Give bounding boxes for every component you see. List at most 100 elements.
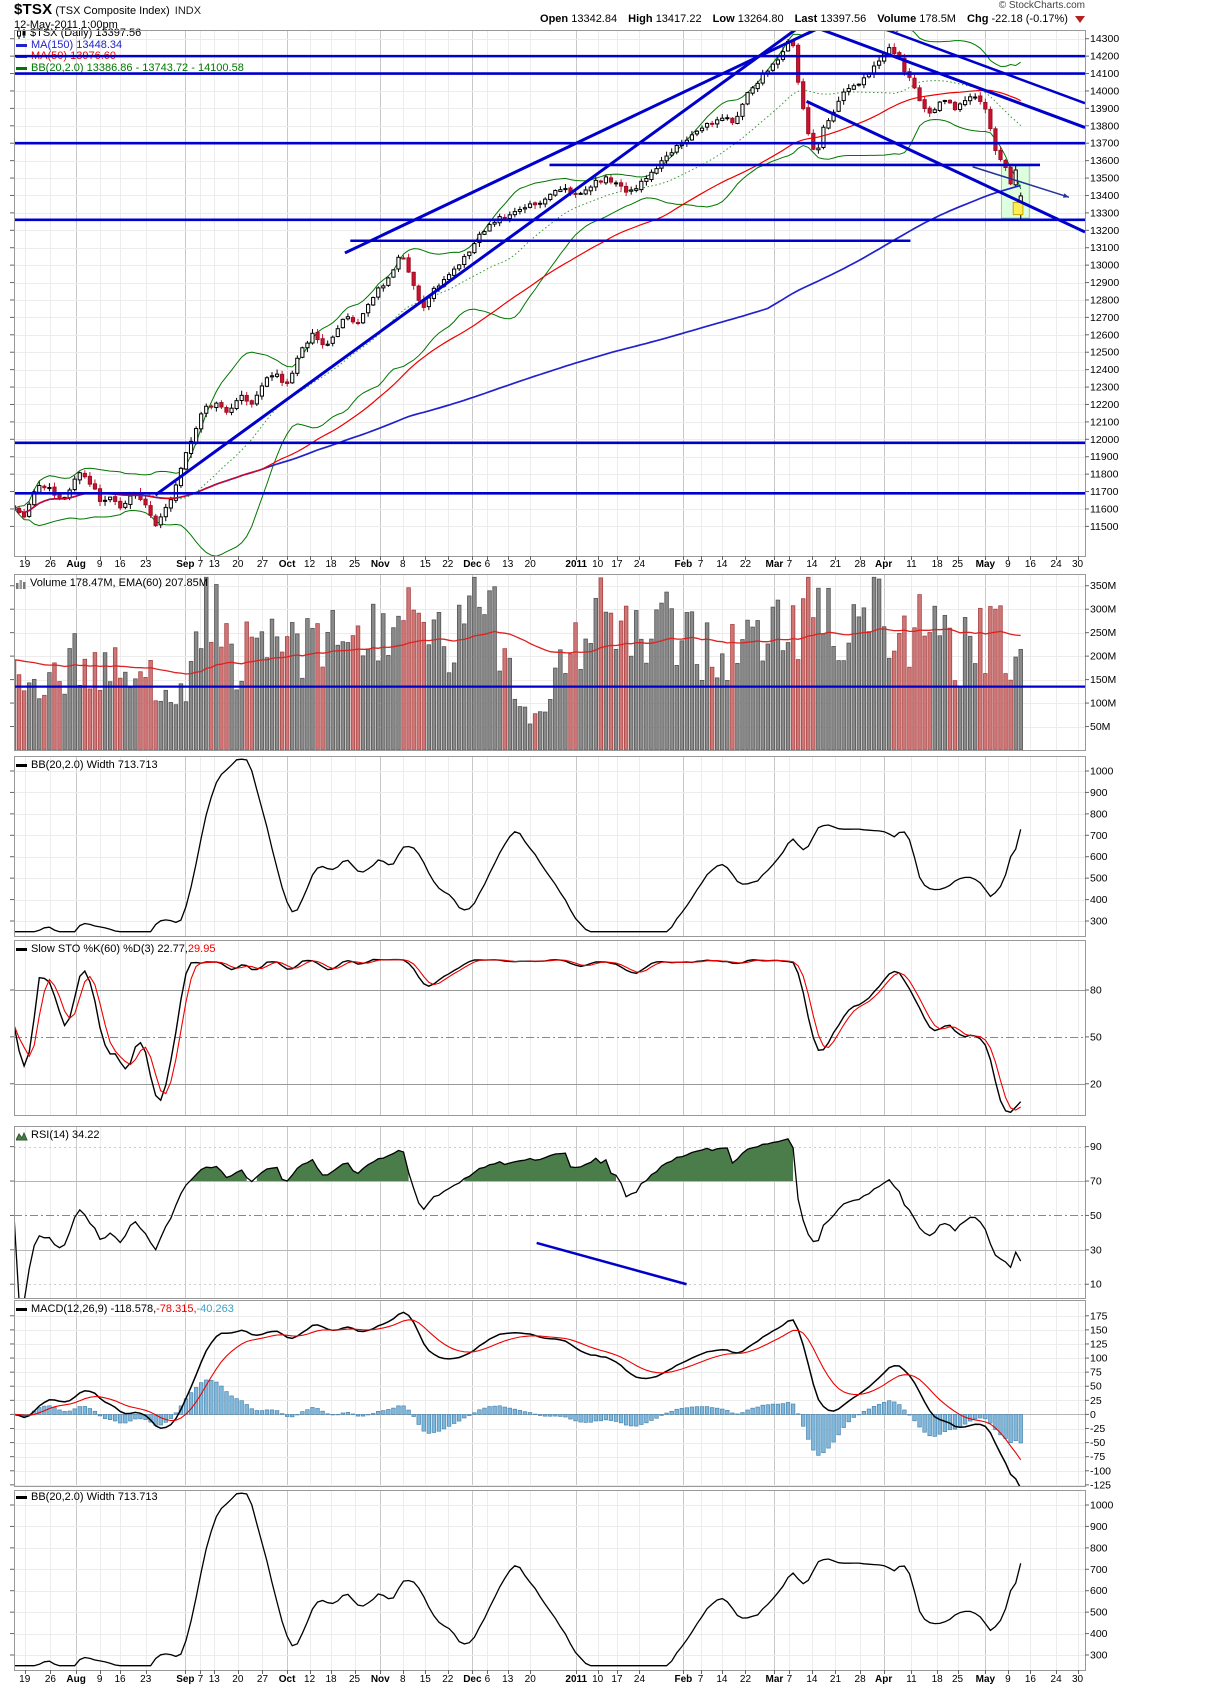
y-tick-label: 700 [1090,1564,1108,1576]
trendline [536,1241,687,1286]
x-tick-label: 22 [740,1674,752,1685]
y-tick-label: 12800 [1090,294,1119,306]
x-tick-label: 20 [232,1674,244,1685]
y-tick-label: 20 [1090,1078,1102,1090]
price-panel-border [14,30,1086,557]
y-tick-label: 11900 [1090,451,1119,463]
x-tick-label: 28 [855,559,867,570]
x-tick-label: 30 [1072,559,1084,570]
macd-histogram [14,1379,1023,1456]
legend-text: BB(20,2.0) 13386.86 - 13743.72 - 14100.5… [31,61,244,74]
price-panel-overlay [14,30,1085,497]
legend-text: BB(20,2.0) Width 713.713 [31,759,158,771]
candlesticks [14,38,1023,529]
y-tick-label: 11700 [1090,486,1119,498]
legend-text: RSI(14) 34.22 [31,1129,100,1141]
change-down-icon [1075,15,1085,23]
sto-d-line [14,959,1021,1111]
symbol-description: (TSX Composite Index) [55,5,170,17]
bbw1-y-axis-labels: 1000 900 800 700 600 500 400 300 [10,766,1114,928]
sto-panel-border [14,940,1086,1116]
legend-line: BB(20,2.0) Width 713.713 [16,1491,158,1504]
x-tick-label: 16 [1025,559,1037,570]
x-tick-label: 22 [442,559,454,570]
x-tick-label: 18 [325,559,337,570]
y-tick-label: 100 [1090,1353,1108,1365]
y-tick-label: 12700 [1090,312,1119,324]
trendline [344,30,819,255]
x-tick-label: 27 [257,1674,269,1685]
x-tick-label: 9 [1005,559,1011,570]
rsi-line [14,1138,1022,1298]
line-swatch-icon [16,948,27,952]
last-candle-highlight [1000,165,1030,219]
rsi-legend: RSI(14) 34.22 [15,1129,100,1142]
x-tick-label: 21 [830,1674,842,1685]
y-tick-label: 11600 [1090,503,1119,515]
x-tick-label: 27 [257,559,269,570]
arrowhead-icon [1062,193,1069,198]
trendline [818,30,1085,129]
legend-line: MA(50) 13976.60 [16,50,244,63]
trendline [972,166,1070,198]
price-legend: $TSX (Daily) 13397.56 MA(150) 13448.34 MA(… [16,27,244,74]
x-tick-label: 19 [19,559,31,570]
volume-ema-line [14,628,1021,675]
x-tick-label: Sep [176,1674,194,1685]
x-tick-label: 12 [304,559,316,570]
date-axis-2: 19 26 Aug 9 16 23 Sep 7 13 20 27 Oct 12 18 25 Nov 8 15 22 D… [19,1674,1083,1685]
y-tick-label: 13700 [1090,138,1119,150]
y-tick-label: 350M [1090,580,1116,592]
sto-panel [14,940,1085,1115]
last-label: Last [794,13,818,25]
x-tick-label: 13 [502,559,514,570]
x-tick-label: 25 [952,559,964,570]
x-tick-label: 26 [45,1674,57,1685]
y-tick-label: 800 [1090,808,1108,820]
x-tick-label: 8 [400,1674,406,1685]
x-tick-label: 28 [855,1674,867,1685]
y-tick-label: 0 [1090,1409,1096,1421]
x-tick-label: Nov [371,559,390,570]
x-tick-label: Feb [674,1674,692,1685]
y-tick-label: 1000 [1090,1500,1114,1512]
volume-bars [14,576,1023,750]
y-tick-label: 200M [1090,651,1116,663]
volume-label: Volume [877,13,917,25]
y-tick-label: 500 [1090,1607,1108,1619]
x-tick-label: Apr [875,559,892,570]
legend-text: BB(20,2.0) Width 713.713 [31,1491,158,1503]
y-tick-label: 100M [1090,698,1116,710]
x-tick-label: 24 [634,559,646,570]
rsi-panel [14,1126,1085,1298]
line-swatch-icon [16,66,27,70]
legend-text: MA(50) 13976.60 [31,50,116,62]
y-tick-label: 300 [1090,916,1108,928]
chg-label: Chg [967,13,989,25]
y-tick-label: 11800 [1090,469,1119,481]
rsi-overbought-fill [646,1138,794,1181]
y-tick-label: 13600 [1090,155,1119,167]
y-tick-label: -50 [1090,1437,1105,1449]
symbol-block: $TSX (TSX Composite Index) INDX 12-May-2… [14,1,201,31]
x-tick-label: 17 [611,559,623,570]
x-tick-label: Aug [66,559,85,570]
bbw1-legend: BB(20,2.0) Width 713.713 [16,759,158,772]
legend-text: Volume 178.47M, EMA(60) 207.85M [30,577,208,589]
y-tick-label: 700 [1090,830,1108,842]
y-tick-label: -25 [1090,1423,1105,1435]
y-tick-label: 400 [1090,1628,1108,1640]
chart-datetime: 12-May-2011 1:00pm [14,19,118,31]
y-tick-label: 50 [1090,1031,1102,1043]
y-tick-label: 1000 [1090,766,1114,778]
line-swatch-icon [16,1496,27,1500]
x-tick-label: 14 [716,559,728,570]
volume-y-axis-labels: 350M 300M 250M 200M 150M 100M 50M [10,580,1116,733]
y-tick-label: 13300 [1090,207,1119,219]
y-tick-label: 800 [1090,1542,1108,1554]
price-y-axis-labels: 11500 11600 11700 11800 11900 12000 12100 12200… [10,33,1119,533]
x-tick-label: May [976,559,996,570]
y-tick-label: 12400 [1090,364,1119,376]
